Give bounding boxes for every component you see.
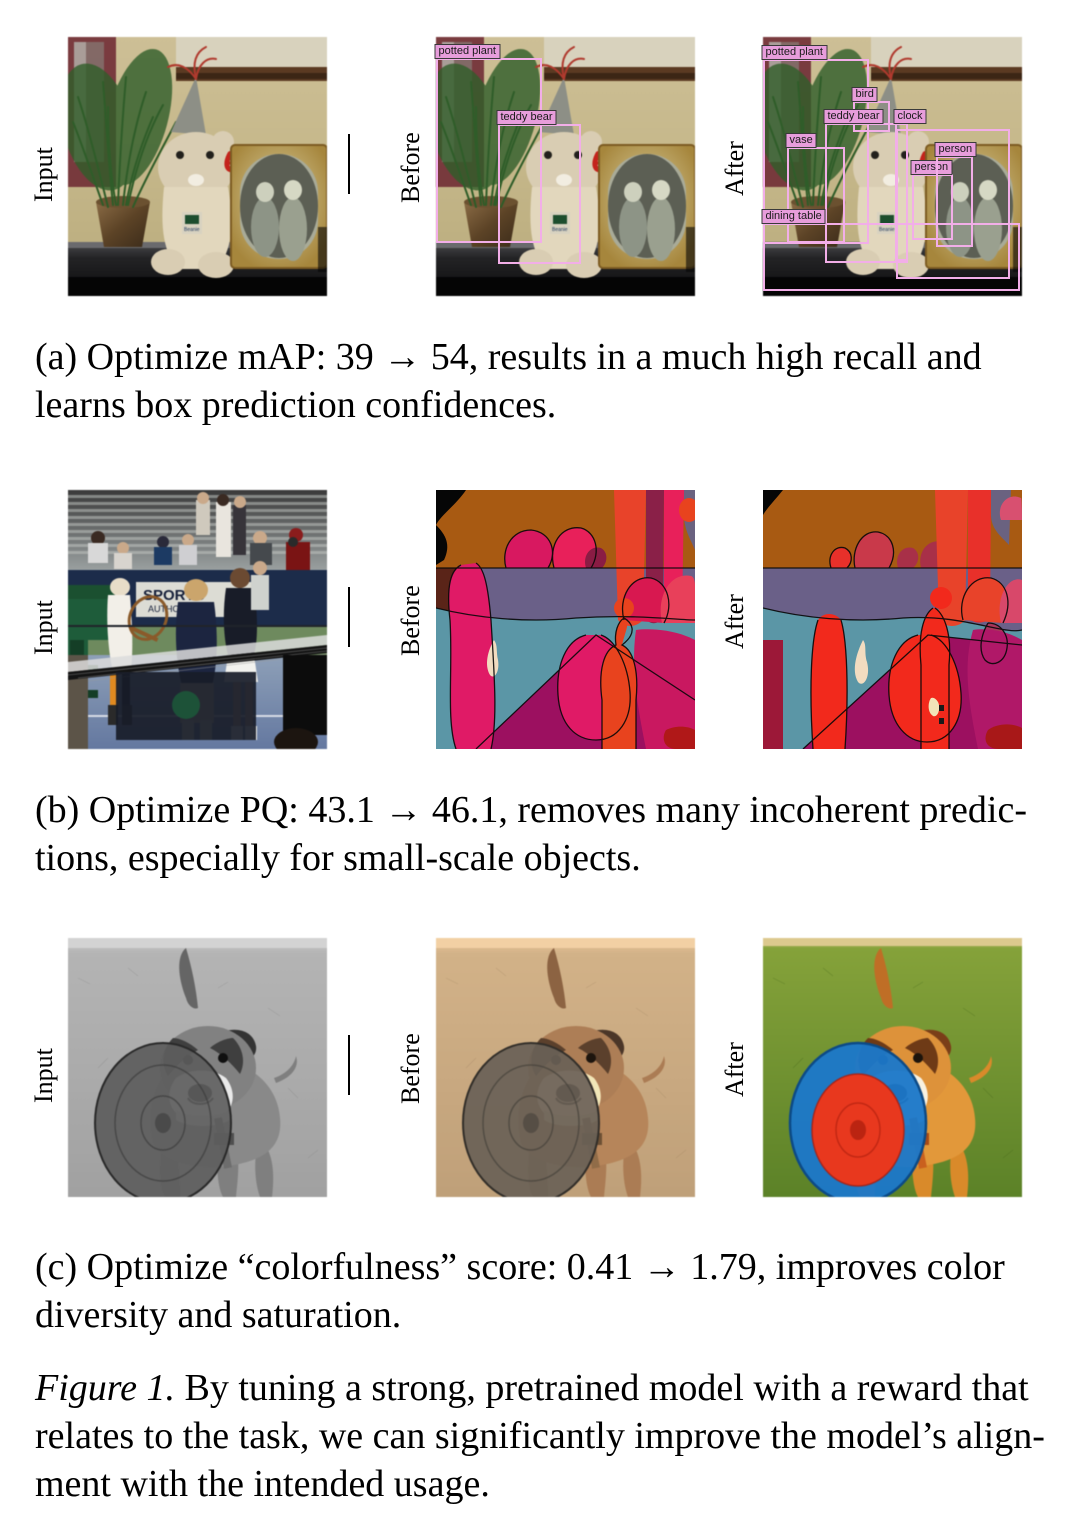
svg-text:Beanie: Beanie: [184, 227, 200, 233]
